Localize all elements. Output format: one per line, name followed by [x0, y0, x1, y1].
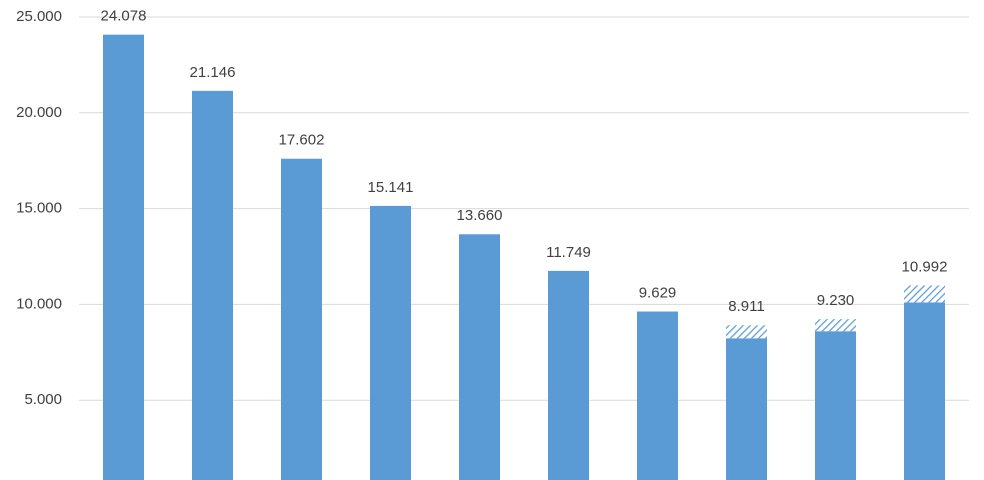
bar [904, 302, 945, 480]
y-tick-label: 20.000 [16, 104, 62, 121]
bar [637, 311, 678, 480]
data-label: 17.602 [279, 132, 325, 149]
bar [548, 270, 589, 480]
data-label: 10.992 [902, 258, 948, 275]
bar [370, 205, 411, 480]
bar-hatched-segment [726, 325, 767, 339]
data-label: 9.230 [817, 292, 855, 309]
data-label: 24.078 [101, 8, 147, 25]
y-tick-label: 10.000 [16, 295, 62, 312]
data-label: 11.749 [546, 244, 591, 261]
bar [726, 338, 767, 480]
data-label: 21.146 [190, 64, 236, 81]
y-tick-label: 25.000 [16, 8, 62, 25]
bar-hatched-segment [904, 285, 945, 303]
bar [103, 34, 144, 480]
bar [459, 234, 500, 480]
bar [281, 158, 322, 480]
data-label: 15.141 [368, 179, 414, 196]
bar-hatched-segment [815, 319, 856, 332]
data-label: 13.660 [457, 207, 503, 224]
bar [192, 90, 233, 480]
y-tick-label: 5.000 [24, 391, 62, 408]
bar [815, 331, 856, 480]
y-tick-label: 15.000 [16, 200, 62, 217]
data-label: 9.629 [639, 284, 677, 301]
data-label: 8.911 [728, 298, 764, 315]
